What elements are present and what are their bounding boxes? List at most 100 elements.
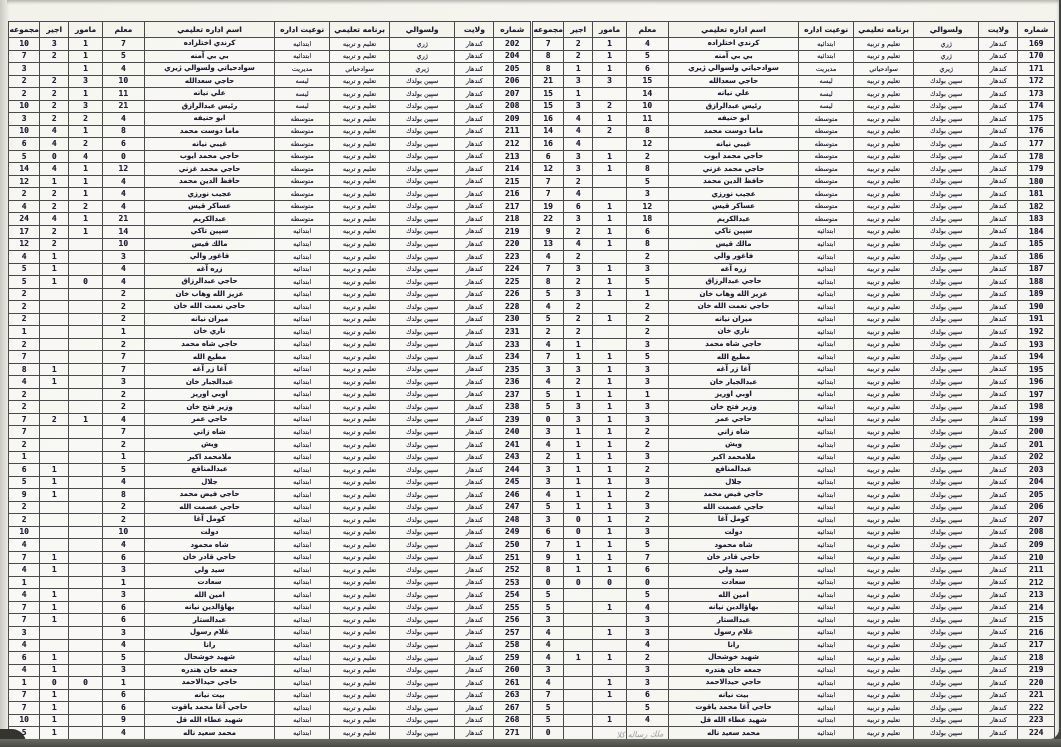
table-row: 271 كندهار سپين بولدك تعليم و تربيه ابتدائيه… xyxy=(7,726,531,740)
cell: 204 xyxy=(1017,475,1055,490)
cell: 186 xyxy=(1017,250,1055,264)
column-header-admin_type: نوعيت اداره xyxy=(274,21,331,38)
cell: كندهار xyxy=(978,375,1019,389)
cell xyxy=(563,713,594,728)
cell: 260 xyxy=(493,663,531,678)
cell: غيبي نيانه xyxy=(667,137,800,151)
cell: 226 xyxy=(493,287,531,302)
cell: كندهار xyxy=(454,112,495,126)
cell: 4 xyxy=(7,663,41,678)
cell: 1 xyxy=(592,149,627,164)
table-row: 243 كندهار سپين بولدك تعليم و تربيه ابتدائيه… xyxy=(7,450,531,465)
cell: 239 xyxy=(493,412,531,427)
cell: تعليم و تربيه xyxy=(853,187,915,201)
cell: سپين بولدك xyxy=(913,625,980,640)
column-header-admin_name: اسم اداره تعليمي xyxy=(667,21,800,38)
cell: 3 xyxy=(7,112,41,126)
cell: 1 xyxy=(39,475,70,490)
cell: 196 xyxy=(1017,375,1055,389)
cell: 15 xyxy=(531,99,565,114)
cell: فاغور والي xyxy=(143,250,276,264)
cell: 1 xyxy=(592,375,627,389)
table-row: 225 كندهار سپين بولدك تعليم و تربيه ابتدائيه… xyxy=(7,275,531,289)
cell: بهاؤالدين نيانه xyxy=(143,600,276,615)
cell: 2 xyxy=(39,112,70,126)
table-row: 246 كندهار سپين بولدك تعليم و تربيه ابتدائيه… xyxy=(7,488,531,502)
cell: ابتدائيه xyxy=(274,450,331,465)
table-row: 228 كندهار سپين بولدك تعليم و تربيه ابتدائيه… xyxy=(7,300,531,314)
cell: 251 xyxy=(493,550,531,565)
cell: كندهار xyxy=(978,625,1019,640)
cell: ابتدائيه xyxy=(274,312,331,327)
table-row: 249 كندهار سپين بولدك تعليم و تربيه ابتدائيه… xyxy=(7,525,531,540)
cell: سپين بولدك xyxy=(913,513,980,527)
cell: ابتدائيه xyxy=(798,550,855,565)
cell: 1 xyxy=(626,287,669,302)
cell: تعليم و تربيه xyxy=(853,312,915,327)
cell xyxy=(563,701,594,715)
cell: 1 xyxy=(39,713,70,728)
cell: 9 xyxy=(531,224,565,239)
cell xyxy=(563,676,594,690)
cell: ليسه xyxy=(798,87,855,101)
cell: سپين بولدك xyxy=(913,224,980,239)
cell: متوسطه xyxy=(798,149,855,164)
cell: تعليم و تربيه xyxy=(329,325,391,339)
cell: ابتدائيه xyxy=(274,575,331,590)
cell: سپين بولدك xyxy=(913,475,980,490)
cell: 1 xyxy=(563,563,594,577)
cell: كندهار xyxy=(978,438,1019,452)
table-row: 213 كندهار سپين بولدك تعليم و تربيه ابتدائيه… xyxy=(531,588,1055,602)
cell: 7 xyxy=(531,262,565,277)
cell: 16 xyxy=(531,137,565,151)
cell: 5 xyxy=(531,400,565,414)
cell: متوسطه xyxy=(798,162,855,176)
column-header-program: برنامه تعليمي xyxy=(329,21,391,38)
cell: سپين بولدك xyxy=(389,575,456,590)
cell: ابتدائيه xyxy=(274,438,331,452)
cell: كندهار xyxy=(454,538,495,552)
cell: ابتدائيه xyxy=(274,676,331,690)
cell: 213 xyxy=(1017,588,1055,602)
cell: ليسه xyxy=(798,99,855,114)
cell: كندهار xyxy=(978,87,1019,101)
column-header-officer: مامور xyxy=(592,21,627,38)
cell xyxy=(68,425,103,439)
cell: 17 xyxy=(7,224,41,239)
cell: سپين بولدك xyxy=(389,651,456,665)
cell xyxy=(68,625,103,640)
cell: كندهار xyxy=(454,74,495,89)
cell xyxy=(68,688,103,703)
cell: 4 xyxy=(102,638,145,653)
cell: تعليم و تربيه xyxy=(853,212,915,226)
cell: 0 xyxy=(563,575,594,590)
cell: بيت نيانه xyxy=(667,688,800,703)
cell: سپين بولدك xyxy=(913,488,980,502)
table-row: 226 كندهار سپين بولدك تعليم و تربيه ابتدائيه… xyxy=(7,287,531,302)
table-row: 260 كندهار سپين بولدك تعليم و تربيه ابتدائيه… xyxy=(7,663,531,678)
cell: كندهار xyxy=(454,651,495,665)
cell: تعليم و تربيه xyxy=(329,99,391,114)
cell: تعليم و تربيه xyxy=(329,450,391,465)
cell: رئيس عبدالرازق xyxy=(667,99,800,114)
cell: حاجي محمد ايوب xyxy=(143,149,276,164)
cell: 10 xyxy=(102,525,145,540)
cell xyxy=(563,663,594,678)
cell xyxy=(39,513,70,527)
table-row: 231 كندهار سپين بولدك تعليم و تربيه ابتدائيه… xyxy=(7,325,531,339)
table-row: 221 كندهار سپين بولدك تعليم و تربيه ابتدائيه… xyxy=(531,688,1055,703)
table-row: 183 كندهار سپين بولدك تعليم و تربيه متوسطه عب… xyxy=(531,212,1055,226)
cell: 2 xyxy=(563,250,594,264)
cell: تعليم و تربيه xyxy=(853,676,915,690)
cell: 2 xyxy=(626,300,669,314)
cell: تعليم و تربيه xyxy=(853,425,915,439)
cell: 1 xyxy=(68,212,103,226)
cell: سپين بولدك xyxy=(913,613,980,627)
cell: 216 xyxy=(493,187,531,201)
cell: 3 xyxy=(531,425,565,439)
cell: كندهار xyxy=(454,350,495,364)
cell: 12 xyxy=(102,162,145,176)
cell: 7 xyxy=(7,425,41,439)
cell xyxy=(592,588,627,602)
cell: 2 xyxy=(7,500,41,515)
